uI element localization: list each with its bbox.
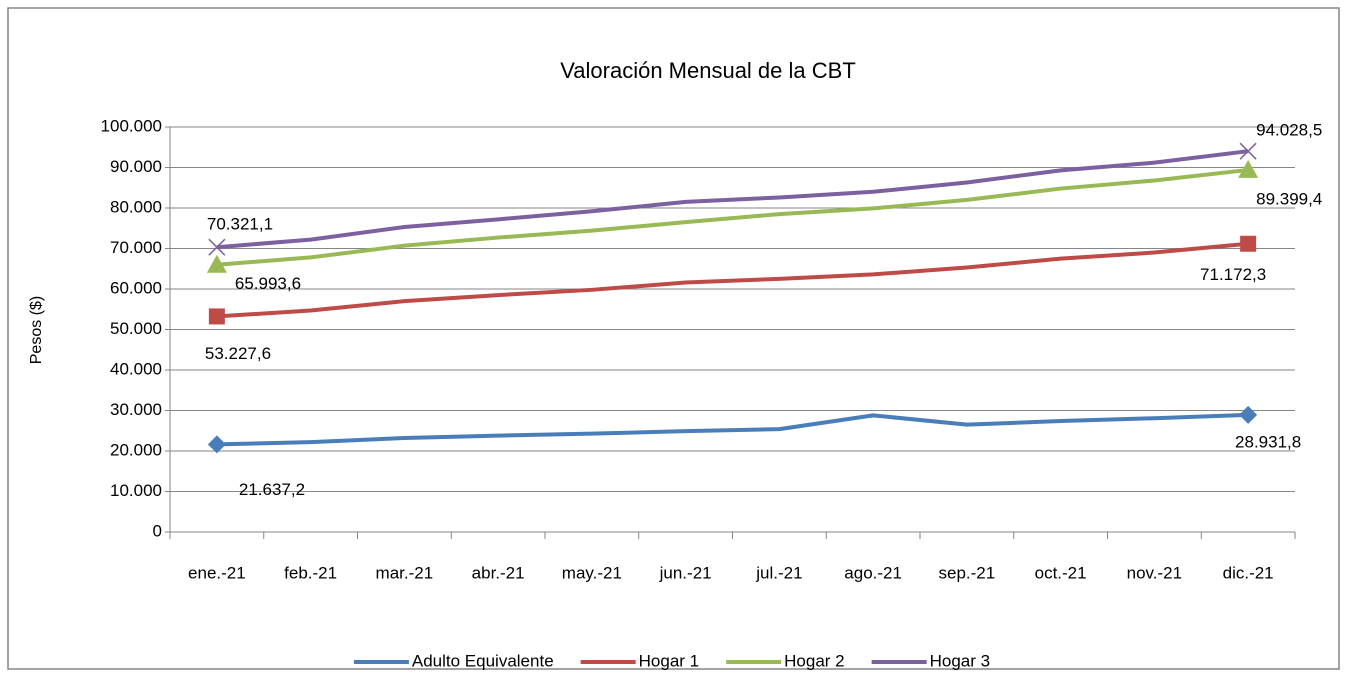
y-tick-label: 60.000 <box>110 278 162 297</box>
legend-label: Hogar 1 <box>639 651 699 670</box>
chart-title: Valoración Mensual de la CBT <box>560 58 856 83</box>
data-label: 94.028,5 <box>1256 121 1322 140</box>
x-tick-label: sep.-21 <box>939 563 996 582</box>
y-tick-label: 40.000 <box>110 359 162 378</box>
y-axis-label: Pesos ($) <box>28 296 45 364</box>
marker <box>206 254 227 273</box>
legend-label: Hogar 2 <box>784 651 844 670</box>
data-label: 21.637,2 <box>239 480 305 499</box>
legend-label: Adulto Equivalente <box>412 651 554 670</box>
data-label: 70.321,1 <box>207 215 273 234</box>
x-tick-label: jun.-21 <box>659 563 712 582</box>
marker <box>1240 235 1257 252</box>
y-tick-label: 80.000 <box>110 197 162 216</box>
legend-label: Hogar 3 <box>930 651 990 670</box>
marker <box>1239 405 1258 424</box>
x-tick-label: ago.-21 <box>844 563 902 582</box>
marker <box>1239 142 1257 160</box>
x-tick-label: jul.-21 <box>755 563 802 582</box>
x-tick-label: abr.-21 <box>472 563 525 582</box>
marker <box>207 435 226 454</box>
x-tick-label: feb.-21 <box>284 563 337 582</box>
marker <box>1238 159 1259 178</box>
data-label: 65.993,6 <box>235 274 301 293</box>
x-tick-label: may.-21 <box>562 563 622 582</box>
y-tick-label: 70.000 <box>110 238 162 257</box>
chart-border <box>7 7 1340 670</box>
series-line <box>216 149 1249 250</box>
series-line <box>216 241 1249 319</box>
data-label: 71.172,3 <box>1200 265 1266 284</box>
marker <box>208 308 225 325</box>
y-tick-label: 100.000 <box>101 116 162 135</box>
data-label: 53.227,6 <box>205 344 271 363</box>
x-tick-label: oct.-21 <box>1035 563 1087 582</box>
series-line <box>216 412 1249 447</box>
data-label: 89.399,4 <box>1256 189 1322 208</box>
x-tick-label: dic.-21 <box>1223 563 1274 582</box>
y-tick-label: 10.000 <box>110 481 162 500</box>
y-tick-label: 0 <box>153 521 162 540</box>
x-tick-label: ene.-21 <box>188 563 246 582</box>
y-tick-label: 30.000 <box>110 400 162 419</box>
data-label: 28.931,8 <box>1235 432 1301 451</box>
marker <box>208 238 226 256</box>
y-tick-label: 50.000 <box>110 319 162 338</box>
x-tick-label: mar.-21 <box>376 563 434 582</box>
x-tick-label: nov.-21 <box>1127 563 1182 582</box>
series-line <box>216 167 1249 267</box>
y-tick-label: 20.000 <box>110 440 162 459</box>
y-tick-label: 90.000 <box>110 157 162 176</box>
